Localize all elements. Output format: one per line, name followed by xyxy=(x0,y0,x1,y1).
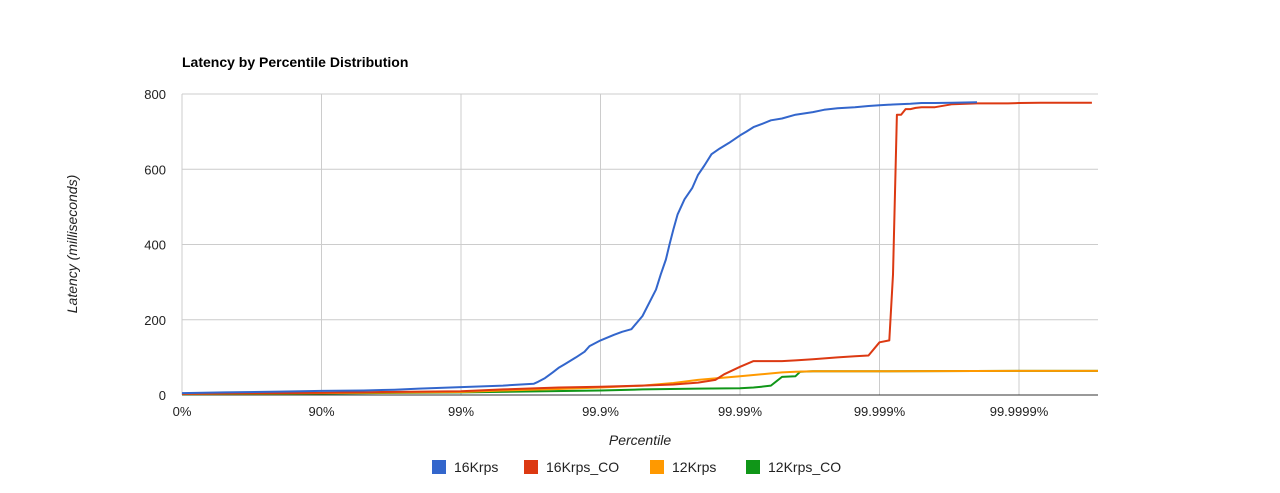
legend-swatch xyxy=(524,460,538,474)
x-tick-label: 90% xyxy=(308,404,334,419)
series-lines xyxy=(181,101,1098,396)
y-axis-title: Latency (milliseconds) xyxy=(64,175,80,314)
y-tick-label: 600 xyxy=(144,162,166,177)
x-tick-label: 99% xyxy=(448,404,474,419)
legend: 16Krps 16Krps_CO 12Krps 12Krps_CO xyxy=(432,459,841,475)
y-tick-label: 200 xyxy=(144,313,166,328)
y-tick-label: 800 xyxy=(144,87,166,102)
x-tick-label: 99.999% xyxy=(854,404,906,419)
x-axis-title: Percentile xyxy=(609,432,671,448)
legend-swatch xyxy=(432,460,446,474)
x-tick-label: 99.9999% xyxy=(990,404,1049,419)
tick-labels: 0% 90% 99% 99.9% 99.99% 99.999% 99.9999% 0 200 40… xyxy=(144,87,1048,419)
series-line-16krps-co xyxy=(181,101,1092,395)
legend-swatch xyxy=(650,460,664,474)
y-tick-label: 400 xyxy=(144,238,166,253)
y-tick-label: 0 xyxy=(159,388,166,403)
legend-label: 16Krps xyxy=(454,459,498,475)
legend-label: 12Krps xyxy=(672,459,716,475)
x-tick-label: 99.99% xyxy=(718,404,763,419)
x-tick-label: 0% xyxy=(173,404,192,419)
legend-swatch xyxy=(746,460,760,474)
grid xyxy=(181,93,1098,396)
x-tick-label: 99.9% xyxy=(582,404,619,419)
legend-label: 12Krps_CO xyxy=(768,459,841,475)
legend-label: 16Krps_CO xyxy=(546,459,619,475)
series-line-16krps xyxy=(181,101,978,395)
chart-title: Latency by Percentile Distribution xyxy=(182,54,408,70)
